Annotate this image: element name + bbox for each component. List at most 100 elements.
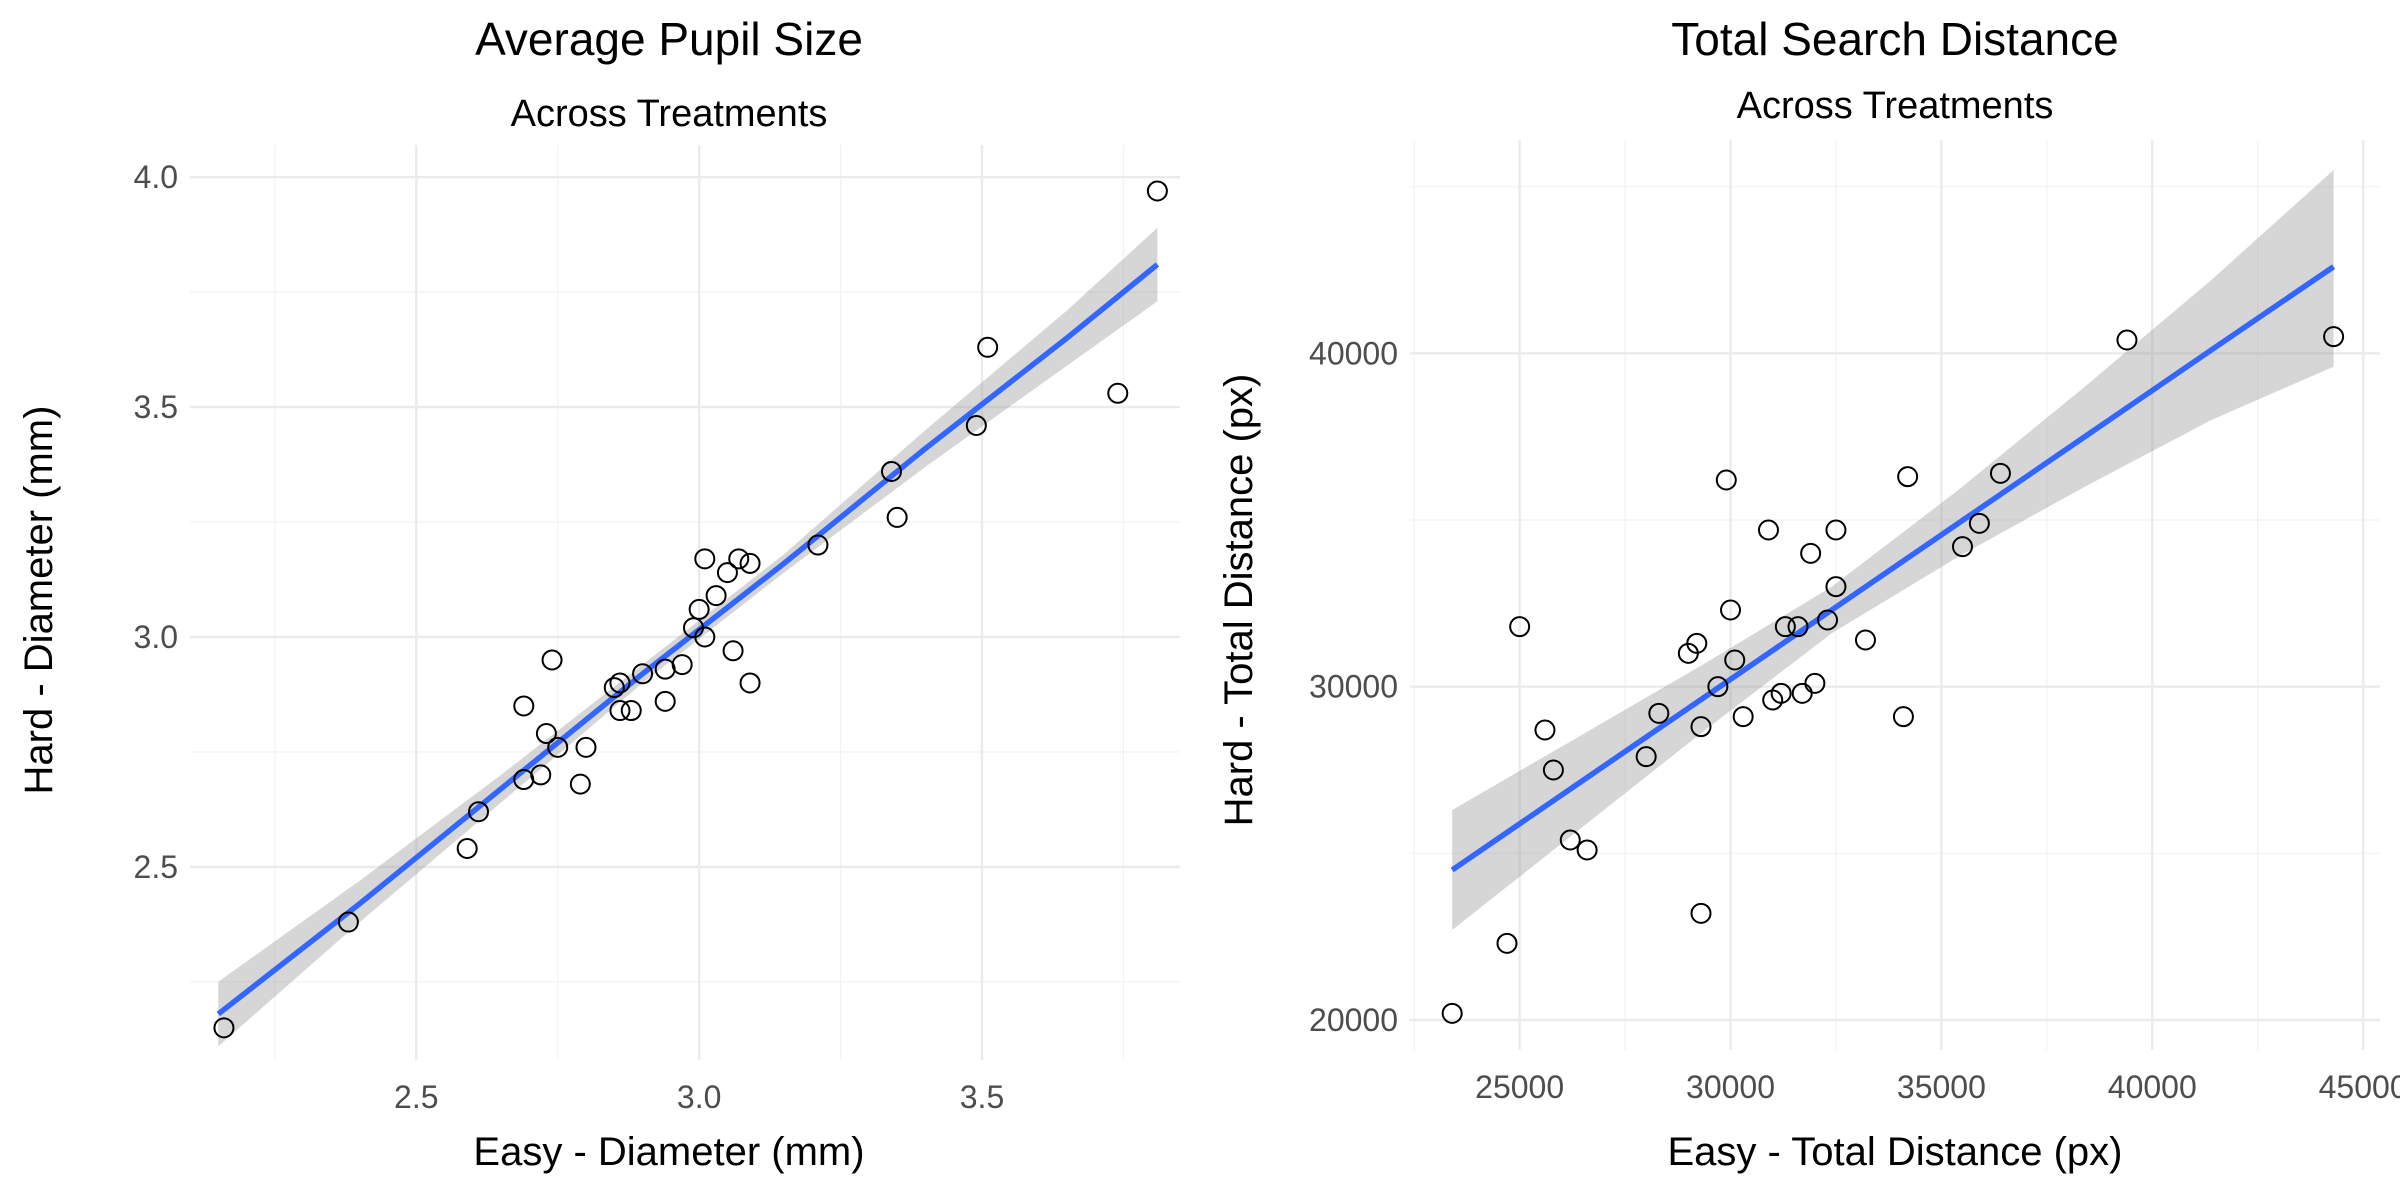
- data-point: [1825, 576, 1847, 598]
- data-point: [1559, 829, 1581, 851]
- data-points: [1441, 326, 2345, 1024]
- data-point: [722, 640, 744, 662]
- data-point: [1107, 382, 1129, 404]
- data-point: [632, 663, 654, 685]
- data-point: [603, 677, 625, 699]
- data-point: [1690, 902, 1712, 924]
- data-point: [739, 672, 761, 694]
- y-tick-labels: 20000 30000 40000: [1309, 335, 1398, 1038]
- data-point: [1897, 466, 1919, 488]
- chart-title: Average Pupil Size: [475, 13, 863, 65]
- search-distance-panel: Total Search Distance Across Treatments …: [1217, 13, 2400, 1174]
- y-tick-label: 20000: [1309, 1002, 1398, 1038]
- x-tick-label: 35000: [1897, 1069, 1986, 1105]
- data-point: [213, 1017, 235, 1039]
- data-point: [671, 654, 693, 676]
- chart-title: Total Search Distance: [1671, 13, 2118, 65]
- y-axis-label: Hard - Diameter (mm): [17, 406, 61, 795]
- y-axis-label: Hard - Total Distance (px): [1217, 374, 1261, 827]
- y-tick-label: 3.5: [134, 389, 178, 425]
- chart-subtitle: Across Treatments: [1737, 85, 2054, 127]
- x-axis-label: Easy - Total Distance (px): [1668, 1130, 2123, 1174]
- data-point: [728, 548, 750, 570]
- data-point: [1825, 519, 1847, 541]
- grid: [1410, 140, 2380, 1050]
- y-tick-labels: 2.5 3.0 3.5 4.0: [134, 159, 178, 885]
- data-point: [1804, 672, 1826, 694]
- data-point: [609, 672, 631, 694]
- pupil-size-panel: Average Pupil Size Across Treatments 2.5…: [17, 13, 1180, 1174]
- regression-line-path: [216, 262, 1160, 1017]
- grid: [190, 145, 1180, 1060]
- y-tick-label: 2.5: [134, 849, 178, 885]
- data-point: [965, 414, 987, 436]
- regression-line: [1450, 264, 2336, 873]
- chart-subtitle: Across Treatments: [511, 93, 828, 135]
- x-tick-label: 45000: [2319, 1069, 2400, 1105]
- data-point: [1720, 599, 1742, 621]
- data-point: [1576, 839, 1598, 861]
- data-point: [620, 700, 642, 722]
- x-tick-label: 25000: [1475, 1069, 1564, 1105]
- data-point: [513, 695, 535, 717]
- data-point: [705, 585, 727, 607]
- data-point: [1787, 616, 1809, 638]
- data-point: [1509, 616, 1531, 638]
- x-tick-label: 2.5: [394, 1079, 438, 1115]
- data-point: [1817, 609, 1839, 631]
- data-point: [1542, 759, 1564, 781]
- x-tick-label: 40000: [2108, 1069, 2197, 1105]
- data-point: [716, 562, 738, 584]
- data-point: [535, 723, 557, 745]
- data-point: [1757, 519, 1779, 541]
- data-point: [1635, 746, 1657, 768]
- data-point: [1762, 689, 1784, 711]
- x-tick-label: 30000: [1686, 1069, 1775, 1105]
- data-point: [468, 801, 490, 823]
- data-point: [1951, 536, 1973, 558]
- data-point: [880, 460, 902, 482]
- data-point: [1496, 932, 1518, 954]
- data-point: [654, 690, 676, 712]
- y-tick-label: 4.0: [134, 159, 178, 195]
- data-point: [1534, 719, 1556, 741]
- data-point: [1892, 706, 1914, 728]
- data-point: [609, 700, 631, 722]
- y-tick-label: 30000: [1309, 669, 1398, 705]
- y-tick-label: 40000: [1309, 335, 1398, 371]
- confidence-band-area: [1452, 170, 2334, 930]
- data-point: [1690, 716, 1712, 738]
- confidence-band: [1452, 170, 2334, 930]
- data-point: [569, 773, 591, 795]
- data-point: [1648, 702, 1670, 724]
- x-tick-label: 3.5: [960, 1079, 1004, 1115]
- data-point: [688, 598, 710, 620]
- data-point: [1800, 542, 1822, 564]
- data-point: [456, 837, 478, 859]
- data-point: [2323, 326, 2345, 348]
- data-point: [1732, 706, 1754, 728]
- data-point: [1770, 682, 1792, 704]
- data-point: [530, 764, 552, 786]
- data-point: [1146, 180, 1168, 202]
- data-point: [694, 626, 716, 648]
- data-point: [547, 736, 569, 758]
- data-point: [575, 736, 597, 758]
- data-point: [1989, 462, 2011, 484]
- data-point: [739, 552, 761, 574]
- regression-line-path: [1450, 264, 2336, 873]
- data-point: [337, 911, 359, 933]
- data-point: [1854, 629, 1876, 651]
- x-axis-label: Easy - Diameter (mm): [473, 1130, 864, 1174]
- x-tick-label: 3.0: [677, 1079, 721, 1115]
- y-tick-label: 3.0: [134, 619, 178, 655]
- data-points: [213, 180, 1168, 1039]
- regression-line: [216, 262, 1160, 1017]
- data-point: [1441, 1002, 1463, 1024]
- data-point: [977, 336, 999, 358]
- x-tick-labels: 25000 30000 35000 40000 45000: [1475, 1069, 2400, 1105]
- data-point: [694, 548, 716, 570]
- data-point: [807, 534, 829, 556]
- data-point: [1968, 512, 1990, 534]
